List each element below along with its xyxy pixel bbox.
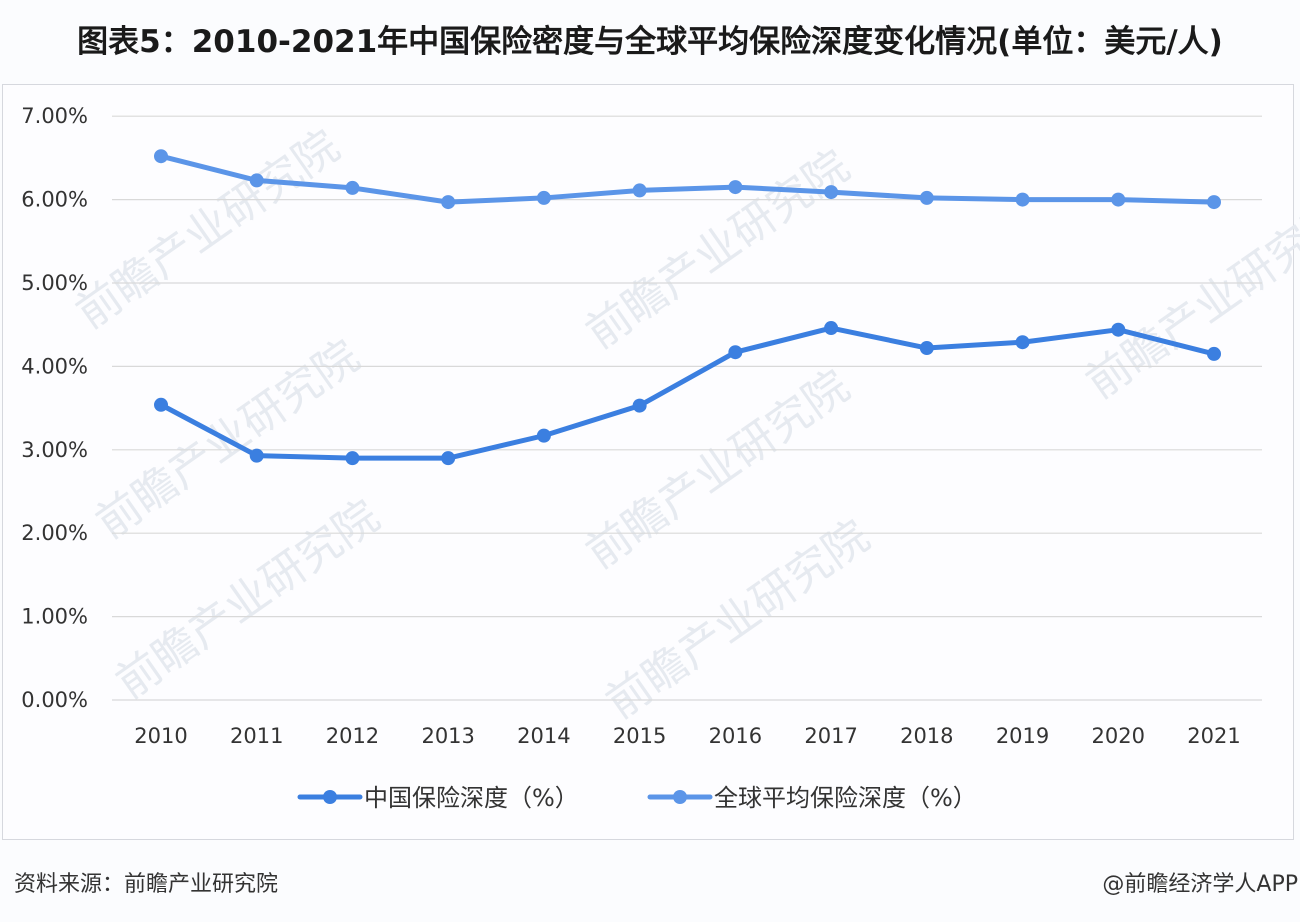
data-point[interactable] — [632, 398, 647, 413]
data-point[interactable] — [1015, 192, 1030, 207]
legend-label: 中国保险深度（%） — [364, 784, 579, 812]
series-line — [158, 325, 1217, 461]
data-point[interactable] — [441, 195, 456, 210]
watermark-text: 前瞻产业研究院 — [67, 121, 349, 339]
data-point[interactable] — [728, 345, 743, 360]
x-axis-labels: 2010 2011 2012 2013 2014 2015 2016 2017 2018 2019… — [134, 724, 1240, 748]
watermark-text: 前瞻产业研究院 — [577, 141, 859, 359]
series-global — [154, 149, 1221, 210]
data-point[interactable] — [824, 185, 839, 200]
data-point[interactable] — [154, 149, 168, 164]
y-tick-label: 1.00% — [21, 605, 88, 629]
legend-marker-icon — [673, 790, 687, 804]
data-point[interactable] — [824, 321, 839, 336]
x-tick-label: 2020 — [1092, 724, 1145, 748]
y-axis-labels: 0.00% 1.00% 2.00% 3.00% 4.00% 5.00% 6.00% 7.00% — [21, 104, 88, 712]
x-tick-label: 2012 — [326, 724, 379, 748]
data-point[interactable] — [1015, 335, 1030, 350]
series-china — [154, 321, 1221, 466]
data-point[interactable] — [249, 173, 264, 188]
source-note: 资料来源：前瞻产业研究院 — [14, 872, 279, 897]
data-point[interactable] — [345, 180, 360, 195]
data-point[interactable] — [249, 448, 264, 463]
series-layer — [154, 149, 1221, 466]
y-tick-label: 7.00% — [21, 104, 88, 128]
x-tick-label: 2015 — [613, 724, 666, 748]
series-line — [158, 153, 1217, 205]
x-tick-label: 2013 — [421, 724, 474, 748]
legend-label: 全球平均保险深度（%） — [714, 784, 977, 812]
legend-marker-icon — [323, 790, 337, 804]
y-tick-label: 3.00% — [21, 438, 88, 462]
data-point[interactable] — [632, 183, 647, 198]
data-point[interactable] — [919, 190, 934, 205]
y-tick-label: 4.00% — [21, 354, 88, 378]
watermark-text: 前瞻产业研究院 — [1077, 191, 1300, 409]
x-tick-label: 2019 — [996, 724, 1049, 748]
y-tick-label: 6.00% — [21, 188, 88, 212]
credit-note: @前瞻经济学人APP — [1102, 872, 1298, 897]
y-tick-label: 2.00% — [21, 521, 88, 545]
chart-frame — [2, 84, 1294, 840]
y-tick-label: 5.00% — [21, 271, 88, 295]
x-tick-label: 2017 — [804, 724, 857, 748]
x-tick-label: 2018 — [900, 724, 953, 748]
data-point[interactable] — [536, 428, 551, 443]
data-point[interactable] — [728, 180, 743, 195]
data-point[interactable] — [441, 451, 456, 466]
legend-item-china[interactable]: 中国保险深度（%） — [297, 784, 579, 812]
data-point[interactable] — [1207, 195, 1221, 210]
x-tick-label: 2016 — [709, 724, 762, 748]
data-point[interactable] — [345, 451, 360, 466]
x-tick-label: 2021 — [1187, 724, 1240, 748]
data-point[interactable] — [1111, 322, 1126, 337]
data-point[interactable] — [536, 190, 551, 205]
legend-item-global[interactable]: 全球平均保险深度（%） — [647, 784, 977, 812]
data-point[interactable] — [1111, 192, 1126, 207]
legend: 中国保险深度（%） 全球平均保险深度（%） — [297, 784, 977, 812]
x-tick-label: 2010 — [134, 724, 187, 748]
y-tick-label: 0.00% — [21, 688, 88, 712]
data-point[interactable] — [1207, 346, 1221, 361]
x-tick-label: 2014 — [517, 724, 570, 748]
chart-title: 图表5：2010-2021年中国保险密度与全球平均保险深度变化情况(单位：美元/… — [77, 24, 1223, 60]
x-tick-label: 2011 — [230, 724, 283, 748]
data-point[interactable] — [154, 397, 168, 412]
data-point[interactable] — [919, 341, 934, 356]
